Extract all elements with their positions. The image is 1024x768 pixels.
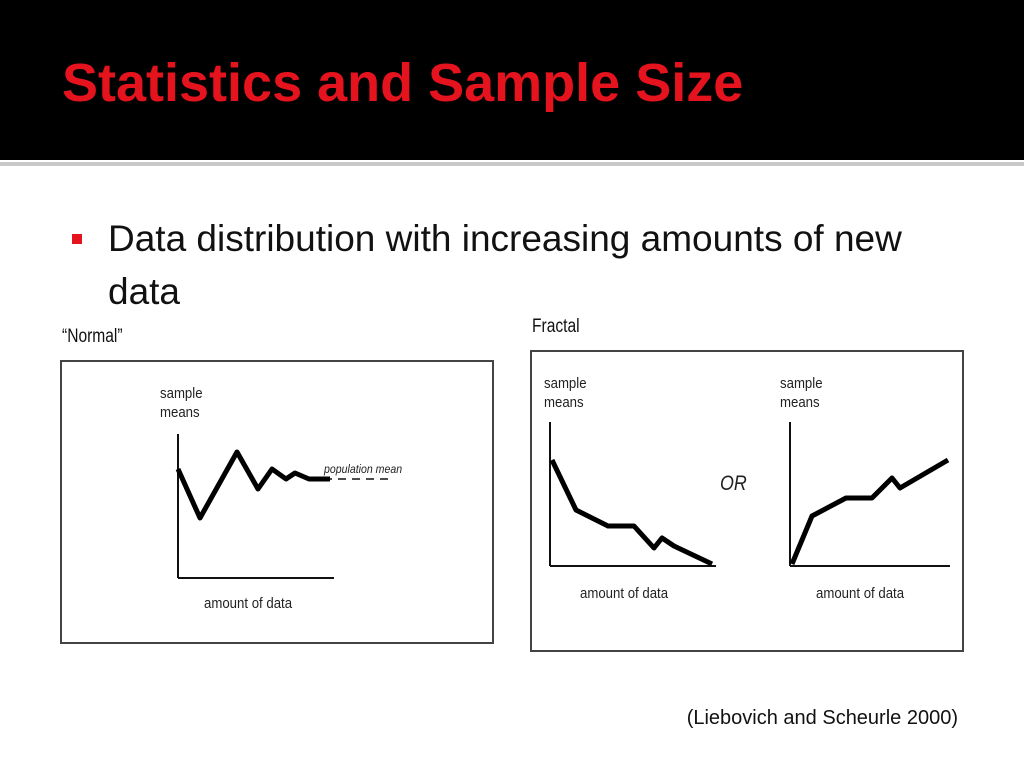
title-bar: Statistics and Sample Size [0, 0, 1024, 160]
normal-figure: “Normal” sample means population mean am… [58, 322, 498, 652]
fractal-increasing-line [789, 457, 950, 565]
normal-y-axis-label: sample means [160, 384, 203, 422]
fractal-left-y-axis-label: sample means [544, 374, 587, 412]
title-divider [0, 162, 1024, 166]
fractal-plot [549, 422, 950, 567]
fractal-decreasing-line [549, 458, 714, 567]
normal-sample-means-line [175, 449, 330, 521]
fractal-left-ylabel-line1: sample [544, 375, 587, 392]
normal-frame: sample means population mean amount of d… [60, 360, 494, 644]
fractal-right-ylabel-line2: means [780, 394, 820, 411]
bullet-square-icon [72, 234, 82, 244]
citation: (Liebovich and Scheurle 2000) [686, 707, 958, 729]
normal-x-axis-label: amount of data [204, 595, 293, 612]
fractal-frame: sample means sample means OR amount of d… [530, 350, 964, 652]
fractal-figure: Fractal sample means sample means OR amo… [528, 312, 968, 657]
or-label: OR [720, 472, 747, 495]
bullet-text: Data distribution with increasing amount… [108, 218, 902, 312]
normal-ylabel-line1: sample [160, 385, 203, 402]
population-mean-label: population mean [324, 462, 403, 476]
fractal-right-x-axis-label: amount of data [816, 585, 905, 602]
fractal-right-y-axis-label: sample means [780, 374, 823, 412]
fractal-figure-label: Fractal [532, 316, 580, 337]
slide-title: Statistics and Sample Size [62, 53, 744, 113]
fractal-left-x-axis-label: amount of data [580, 585, 669, 602]
normal-plot [175, 434, 392, 579]
normal-figure-label: “Normal” [62, 326, 123, 347]
normal-ylabel-line2: means [160, 404, 200, 421]
fractal-right-ylabel-line1: sample [780, 375, 823, 392]
fractal-left-ylabel-line2: means [544, 394, 584, 411]
